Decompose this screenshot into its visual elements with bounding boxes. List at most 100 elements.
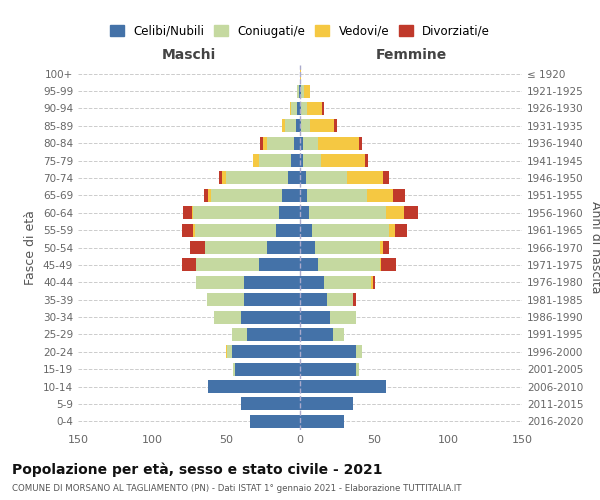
Bar xyxy=(214,310,241,324)
Bar xyxy=(208,380,300,393)
Bar xyxy=(300,241,315,254)
Bar xyxy=(205,241,268,254)
Bar xyxy=(304,84,310,98)
Bar xyxy=(310,120,334,132)
Bar xyxy=(300,120,301,132)
Bar xyxy=(296,120,300,132)
Legend: Celibi/Nubili, Coniugati/e, Vedovi/e, Divorziati/e: Celibi/Nubili, Coniugati/e, Vedovi/e, Di… xyxy=(105,20,495,42)
Bar xyxy=(291,154,300,167)
Bar xyxy=(193,224,195,236)
Bar xyxy=(263,136,268,149)
Bar xyxy=(244,293,300,306)
Bar xyxy=(218,172,221,184)
Bar xyxy=(300,224,312,236)
Bar xyxy=(393,189,405,202)
Bar xyxy=(383,241,389,254)
Bar xyxy=(300,102,301,115)
Bar xyxy=(279,206,300,220)
Bar xyxy=(300,84,301,98)
Bar xyxy=(300,67,301,80)
Bar xyxy=(297,84,299,98)
Bar xyxy=(247,328,300,341)
Bar xyxy=(300,276,323,289)
Bar xyxy=(232,328,247,341)
Bar xyxy=(294,136,300,149)
Bar xyxy=(334,120,337,132)
Bar xyxy=(297,102,300,115)
Bar xyxy=(282,120,285,132)
Bar xyxy=(315,241,380,254)
Bar xyxy=(300,346,356,358)
Bar xyxy=(288,172,300,184)
Bar xyxy=(253,154,259,167)
Bar xyxy=(221,172,226,184)
Bar xyxy=(300,310,329,324)
Bar xyxy=(386,206,404,220)
Bar xyxy=(307,102,322,115)
Y-axis label: Anni di nascita: Anni di nascita xyxy=(589,201,600,294)
Bar xyxy=(196,276,244,289)
Bar xyxy=(395,224,407,236)
Bar xyxy=(244,276,300,289)
Bar xyxy=(323,276,371,289)
Bar xyxy=(380,241,383,254)
Bar xyxy=(303,154,321,167)
Bar xyxy=(233,362,235,376)
Bar xyxy=(195,224,277,236)
Y-axis label: Fasce di età: Fasce di età xyxy=(25,210,37,285)
Bar xyxy=(207,293,244,306)
Bar xyxy=(241,398,300,410)
Bar xyxy=(300,189,307,202)
Bar xyxy=(277,224,300,236)
Bar xyxy=(193,206,279,220)
Bar xyxy=(227,346,232,358)
Bar xyxy=(183,206,192,220)
Bar xyxy=(259,154,291,167)
Bar xyxy=(300,362,356,376)
Bar xyxy=(268,241,300,254)
Bar xyxy=(300,415,344,428)
Bar xyxy=(389,224,395,236)
Bar xyxy=(356,362,359,376)
Bar xyxy=(321,154,365,167)
Bar xyxy=(235,362,300,376)
Bar xyxy=(300,380,386,393)
Bar xyxy=(226,346,227,358)
Text: Femmine: Femmine xyxy=(376,48,446,62)
Bar xyxy=(371,276,373,289)
Bar xyxy=(301,84,304,98)
Bar xyxy=(208,189,211,202)
Bar xyxy=(299,84,300,98)
Bar xyxy=(301,102,307,115)
Text: COMUNE DI MORSANO AL TAGLIAMENTO (PN) - Dati ISTAT 1° gennaio 2021 - Elaborazion: COMUNE DI MORSANO AL TAGLIAMENTO (PN) - … xyxy=(12,484,461,493)
Bar xyxy=(300,154,303,167)
Bar xyxy=(182,258,196,272)
Bar xyxy=(285,120,296,132)
Bar xyxy=(232,346,300,358)
Bar xyxy=(303,136,318,149)
Bar xyxy=(300,206,309,220)
Bar xyxy=(291,102,297,115)
Bar xyxy=(365,154,368,167)
Bar xyxy=(332,328,344,341)
Bar xyxy=(300,328,332,341)
Bar xyxy=(290,102,291,115)
Bar xyxy=(282,189,300,202)
Bar xyxy=(300,172,306,184)
Bar xyxy=(182,224,193,236)
Text: Maschi: Maschi xyxy=(162,48,216,62)
Bar xyxy=(226,172,288,184)
Bar xyxy=(380,258,382,272)
Bar xyxy=(309,206,386,220)
Bar xyxy=(359,136,362,149)
Bar xyxy=(404,206,418,220)
Bar xyxy=(250,415,300,428)
Bar xyxy=(326,293,353,306)
Bar xyxy=(301,120,310,132)
Bar xyxy=(241,310,300,324)
Bar xyxy=(211,189,282,202)
Bar xyxy=(382,258,396,272)
Bar xyxy=(300,398,353,410)
Bar xyxy=(353,293,356,306)
Bar xyxy=(196,258,259,272)
